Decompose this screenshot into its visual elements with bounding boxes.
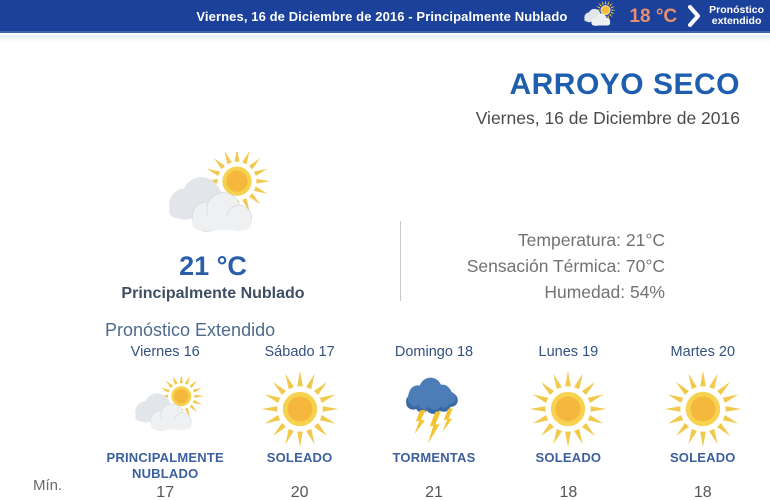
stat-humidity: Humedad: 54%: [544, 282, 665, 302]
day-min-temp: 17: [156, 484, 175, 500]
forecast-day-domingo: Domingo 18 TORMENTAS 21: [367, 344, 501, 500]
forecast-grid: Viernes 16 PRINCIPALMENTE NUBLADO 17 Sáb…: [98, 344, 770, 500]
stat-temperature: Temperatura: 21°C: [517, 230, 665, 250]
day-name: Martes 20: [670, 344, 736, 360]
current-temperature: 21 °C: [179, 251, 247, 281]
forecast-day-lunes: Lunes 19 SOLEADO 18: [501, 344, 635, 500]
sun-icon: [529, 370, 607, 448]
top-bar: Viernes, 16 de Diciembre de 2016 - Princ…: [0, 0, 770, 33]
day-name: Lunes 19: [538, 344, 599, 360]
sun-icon: [261, 370, 339, 448]
day-name: Viernes 16: [130, 344, 200, 360]
page-date: Viernes, 16 de Diciembre de 2016: [475, 108, 740, 128]
location-header: ARROYO SECO Viernes, 16 de Diciembre de …: [476, 68, 740, 129]
partly-cloudy-icon: [152, 152, 274, 248]
day-condition: SOLEADO: [535, 450, 602, 465]
topbar-temperature: 18 °C: [629, 5, 678, 27]
partly-cloudy-icon: [577, 1, 619, 31]
extended-forecast-link-label: Pronóstico extendido: [709, 4, 764, 27]
chevron-right-icon: [688, 5, 701, 27]
day-condition: SOLEADO: [669, 450, 736, 465]
forecast-day-martes: Martes 20 SOLEADO 18: [636, 344, 770, 500]
stat-feels-like: Sensación Térmica: 70°C: [466, 256, 665, 276]
forecast-day-viernes: Viernes 16 PRINCIPALMENTE NUBLADO 17: [98, 344, 232, 500]
day-condition: PRINCIPALMENTE NUBLADO: [106, 450, 224, 481]
vertical-divider: [400, 221, 401, 301]
min-row-label: Mín.: [33, 477, 63, 494]
topbar-date-condition: Viernes, 16 de Diciembre de 2016 - Princ…: [196, 9, 568, 24]
forecast-heading: Pronóstico Extendido: [105, 320, 276, 340]
partly-cloudy-icon: [126, 370, 204, 448]
extended-forecast-link[interactable]: Pronóstico extendido: [687, 5, 764, 27]
current-condition: Principalmente Nublado: [121, 285, 305, 302]
day-condition: TORMENTAS: [392, 450, 476, 465]
current-conditions: 21 °C Principalmente Nublado: [0, 152, 426, 303]
current-stats: Temperatura: 21°C Sensación Térmica: 70°…: [467, 227, 665, 305]
day-min-temp: 20: [290, 484, 309, 500]
day-min-temp: 18: [559, 484, 578, 500]
day-condition: SOLEADO: [266, 450, 333, 465]
day-name: Domingo 18: [394, 344, 474, 360]
day-name: Sábado 17: [264, 344, 335, 360]
storm-icon: [395, 370, 473, 448]
page-title: ARROYO SECO: [509, 68, 740, 101]
day-min-temp: 21: [425, 484, 443, 500]
topbar-divider: [0, 35, 770, 42]
forecast-day-sabado: Sábado 17 SOLEADO 20: [232, 344, 366, 500]
sun-icon: [664, 370, 742, 448]
day-min-temp: 18: [693, 484, 712, 500]
